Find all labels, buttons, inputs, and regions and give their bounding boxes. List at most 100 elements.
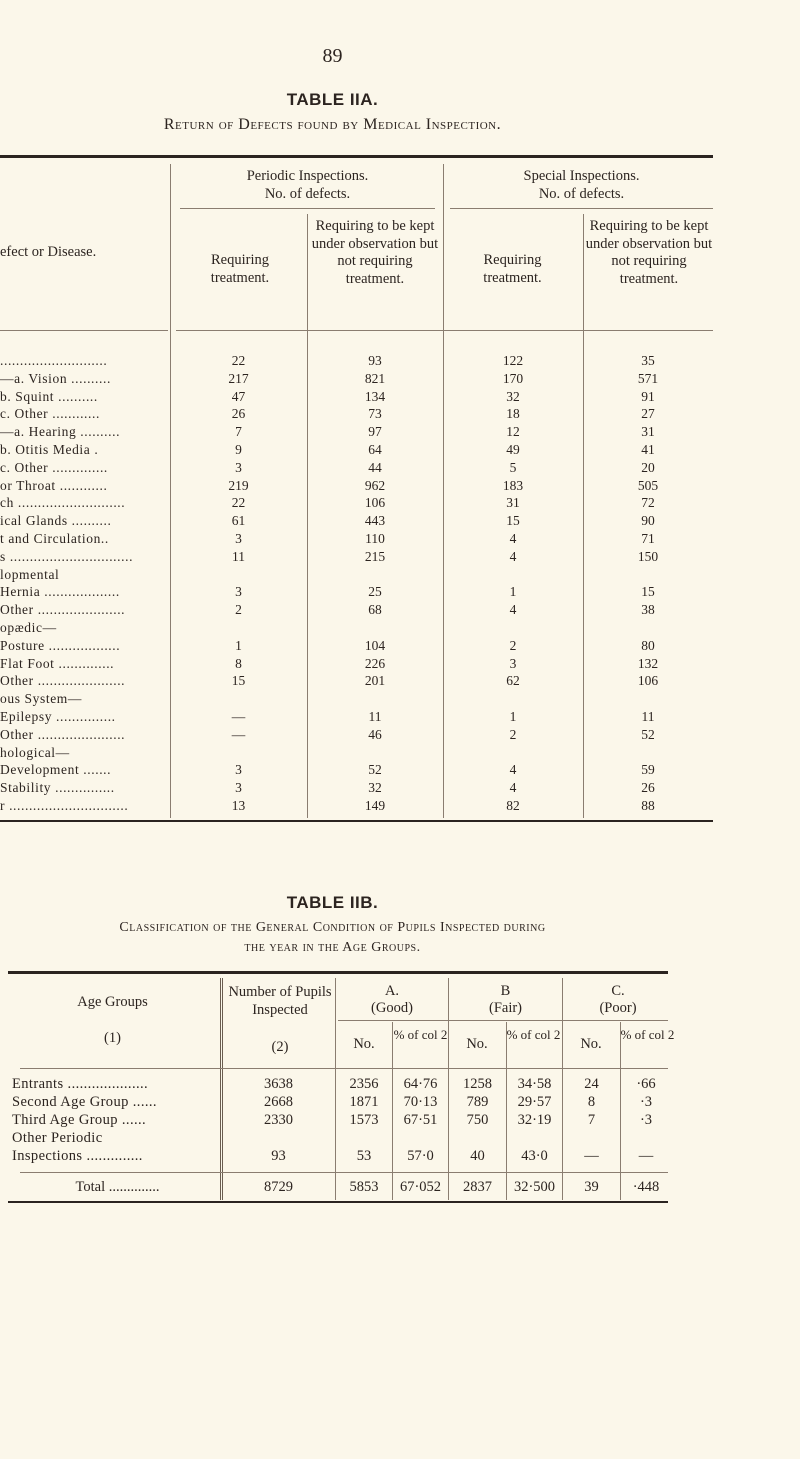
cell-value: 7 <box>235 424 242 440</box>
cell-value: 39 <box>584 1179 599 1195</box>
table-row: ical Glands .......... 61 443 15 90 <box>0 512 713 530</box>
cell-value: 27 <box>641 406 655 422</box>
divider <box>180 208 435 209</box>
table-row: b. Otitis Media . 9 64 49 41 <box>0 441 713 459</box>
cell-value: 80 <box>641 637 655 653</box>
column-header-observation: Requiring to be kept under observation b… <box>585 218 713 287</box>
cell-value: 4 <box>509 780 517 796</box>
cell-value: 2 <box>509 637 517 653</box>
divider <box>0 330 168 331</box>
cell-value: 750 <box>466 1112 489 1128</box>
cell-value: 150 <box>637 548 659 564</box>
cell-value: 20 <box>641 459 655 475</box>
cell-value: 134 <box>364 388 386 404</box>
cell-value: 1258 <box>463 1076 492 1092</box>
column-header-percent: % of col 2 <box>620 1027 675 1042</box>
column-header-observation: Requiring to be kept under observation b… <box>311 218 439 287</box>
cell-value: ·448 <box>632 1179 660 1195</box>
table-row: ........................... 22 93 122 35 <box>0 352 713 370</box>
divider <box>443 164 444 818</box>
cell-value: 15 <box>641 584 655 600</box>
table-row: opædic— <box>0 619 713 637</box>
cell-value: 571 <box>637 370 659 386</box>
table-row: Posture .................. 1 104 2 80 <box>0 637 713 655</box>
cell-value: 2356 <box>349 1076 379 1092</box>
cell-value: 67·052 <box>399 1179 442 1195</box>
cell-value: 3 <box>235 459 242 475</box>
cell-value: 170 <box>502 370 524 386</box>
cell-value: 11 <box>232 548 245 564</box>
table-a-subtitle: Return of Defects found by Medical Inspe… <box>163 116 502 133</box>
divider <box>450 208 713 209</box>
cell-value: 67·51 <box>403 1112 438 1128</box>
table-row: b. Squint .......... 47 134 32 91 <box>0 388 713 406</box>
cell-value: ·3 <box>639 1094 653 1110</box>
table-b-subtitle: Classification of the General Condition … <box>119 920 546 935</box>
row-label: s ............................... <box>0 548 134 564</box>
rule <box>0 820 713 822</box>
cell-value: 22 <box>231 495 246 511</box>
cell-value: 31 <box>506 495 520 511</box>
row-label: c. Other .............. <box>0 459 108 475</box>
cell-value: 13 <box>231 798 246 813</box>
divider <box>620 1022 621 1200</box>
cell-value: 226 <box>364 655 386 671</box>
cell-value: 3 <box>235 780 242 796</box>
divider <box>20 1172 668 1173</box>
cell-value: 15 <box>506 513 520 529</box>
cell-value: 215 <box>364 548 386 564</box>
table-row: —a. Hearing .......... 7 97 12 31 <box>0 423 713 441</box>
cell-value: 53 <box>356 1148 372 1164</box>
cell-value: 93 <box>368 353 382 368</box>
divider <box>392 1022 393 1200</box>
cell-value: 72 <box>641 495 655 511</box>
table-row: Inspections .............. 93 53 57·0 40 43·0… <box>0 1147 680 1165</box>
row-label: opædic— <box>0 620 57 635</box>
divider <box>562 978 563 1200</box>
cell-value: 122 <box>502 353 524 368</box>
cell-value: 4 <box>509 762 517 778</box>
cell-value: 52 <box>641 726 655 742</box>
column-group-c-label: (Poor) <box>599 1000 637 1016</box>
row-label: Other ...................... <box>0 726 126 742</box>
column-group-periodic: Periodic Inspections. No. of defects. <box>246 168 369 202</box>
table-row: c. Other ............ 26 73 18 27 <box>0 405 713 423</box>
divider <box>176 330 713 331</box>
row-label: Stability ............... <box>0 780 115 796</box>
cell-value: 97 <box>368 424 382 440</box>
cell-value: 106 <box>637 673 659 689</box>
cell-value: 3 <box>509 655 517 671</box>
cell-value: 4 <box>509 531 517 546</box>
divider <box>220 978 223 1200</box>
cell-value: 962 <box>364 477 386 493</box>
cell-value: 7 <box>587 1112 596 1128</box>
cell-value: 31 <box>641 424 655 440</box>
rule <box>8 971 668 974</box>
cell-value: 62 <box>506 673 520 689</box>
cell-value: 32 <box>506 388 520 404</box>
row-label: ical Glands .......... <box>0 513 112 529</box>
cell-value: 73 <box>368 406 382 422</box>
cell-value: 47 <box>231 388 246 404</box>
cell-value: 61 <box>231 513 246 529</box>
cell-value: 43·0 <box>521 1148 548 1164</box>
table-row: Stability ............... 3 32 4 26 <box>0 779 713 797</box>
cell-value: 26 <box>231 406 246 422</box>
row-label: b. Squint .......... <box>0 388 98 404</box>
cell-value: 12 <box>506 424 520 440</box>
table-row: Development ....... 3 52 4 59 <box>0 761 713 779</box>
divider <box>307 214 308 818</box>
table-row: Epilepsy ............... —11 1 11 <box>0 708 713 726</box>
cell-value: 443 <box>364 513 386 529</box>
rule <box>8 1201 668 1203</box>
cell-value: 104 <box>364 637 386 653</box>
cell-value: 3 <box>235 584 242 600</box>
column-header-no: No. <box>353 1036 375 1052</box>
rule <box>0 155 713 158</box>
row-label: Development ....... <box>0 762 112 778</box>
cell-value: 93 <box>271 1148 286 1164</box>
cell-value: 70·13 <box>403 1094 438 1110</box>
row-label: b. Otitis Media . <box>0 442 99 457</box>
cell-value: 2668 <box>264 1094 293 1110</box>
table-row: Third Age Group ...... 2330 1573 67·51 750 32… <box>0 1111 680 1129</box>
